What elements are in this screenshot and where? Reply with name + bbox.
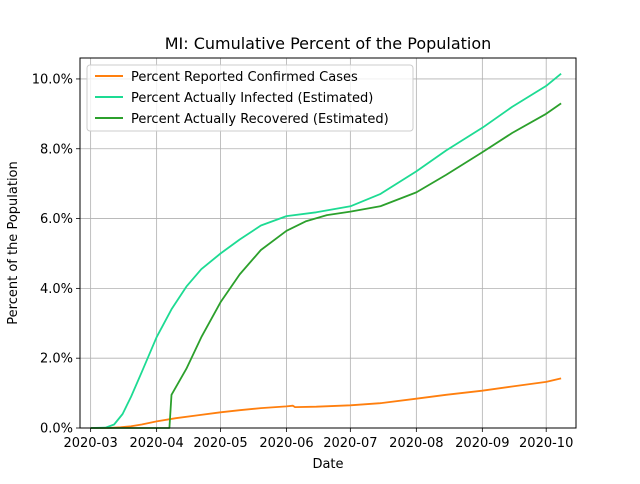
x-tick-label: 2020-06 [259,436,313,451]
x-tick-label: 2020-05 [193,436,247,451]
legend: Percent Reported Confirmed Cases Percent… [86,64,414,132]
legend-box [86,64,414,132]
y-tick-label: 6.0% [40,212,73,227]
x-axis-label: Date [312,457,343,472]
chart-title: MI: Cumulative Percent of the Population [165,34,492,53]
series-line-1 [90,73,562,429]
y-tick-label: 8.0% [40,142,73,157]
x-tick-label: 2020-10 [519,436,573,451]
y-tick-label: 10.0% [32,72,73,87]
series-layer [90,73,562,429]
legend-label-infected: Percent Actually Infected (Estimated) [131,91,373,106]
tick-layer: 2020-03 2020-04 2020-05 2020-06 2020-07 2020-… [32,72,574,451]
series-line-0 [90,377,562,429]
y-axis-label: Percent of the Population [6,161,21,324]
y-tick-label: 0.0% [40,422,73,437]
x-tick-label: 2020-07 [323,436,377,451]
x-tick-label: 2020-09 [455,436,509,451]
plot-frame [79,57,577,429]
x-tick-label: 2020-04 [129,436,183,451]
series-line-2 [90,102,562,429]
x-tick-label: 2020-03 [63,436,117,451]
x-tick-label: 2020-08 [389,436,443,451]
legend-label-recovered: Percent Actually Recovered (Estimated) [131,112,389,127]
y-tick-label: 4.0% [40,282,73,297]
legend-label-confirmed: Percent Reported Confirmed Cases [131,70,358,85]
y-tick-label: 2.0% [40,352,73,367]
